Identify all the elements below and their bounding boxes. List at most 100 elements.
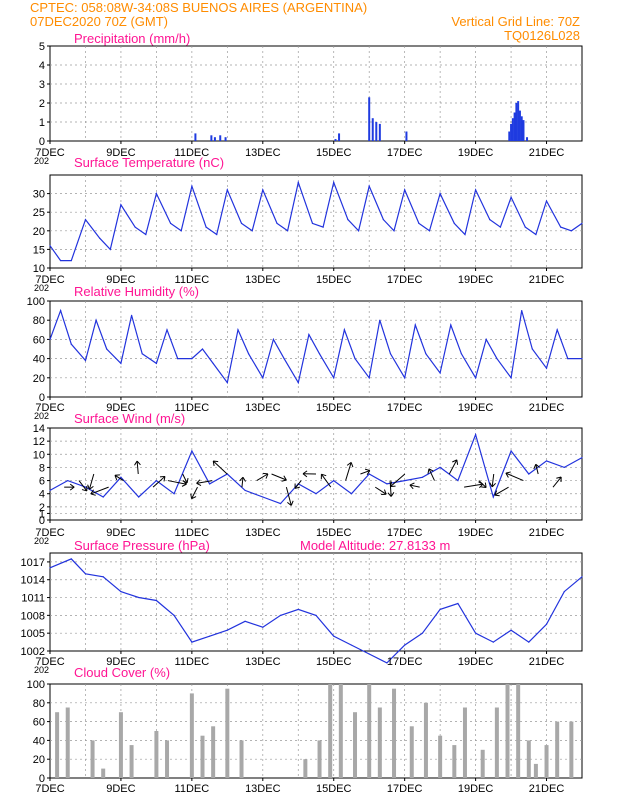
cloud-cover-xtick-label: 21DEC — [529, 783, 565, 795]
humidity-point — [106, 348, 108, 350]
cloud-cover-bar — [569, 721, 574, 778]
precipitation-bar — [513, 112, 516, 141]
cloud-cover-bar — [462, 707, 467, 778]
cloud-cover-panel — [47, 683, 583, 781]
temperature-point — [570, 230, 572, 232]
pressure-point — [49, 567, 51, 569]
wind-ytick-label: 10 — [33, 449, 45, 461]
pressure-xtick-label: 21DEC — [529, 656, 565, 668]
humidity-ytick-label: 100 — [27, 296, 45, 308]
temperature-point — [216, 233, 218, 236]
cloud-cover-ytick-label: 20 — [33, 754, 45, 766]
precipitation-bar — [375, 122, 378, 141]
humidity-point — [414, 324, 416, 326]
cloud-cover-bar — [452, 745, 457, 778]
humidity-ytick-label: 20 — [33, 373, 45, 385]
temperature-point — [180, 230, 182, 232]
humidity-point — [130, 314, 133, 316]
humidity-ytick-label: 0 — [39, 392, 45, 404]
wind-ytick-label: 2 — [39, 502, 45, 514]
pressure-ytick-label: 1005 — [21, 628, 45, 640]
precipitation-xtick-label: 19DEC — [458, 147, 494, 159]
precipitation-bar — [511, 118, 514, 141]
precipitation-xtick-label: 17DEC — [387, 147, 423, 159]
temperature-xtick-label: 7DEC — [35, 274, 64, 286]
pressure-point — [528, 641, 530, 643]
cloud-cover-bar — [494, 707, 499, 778]
humidity-point — [308, 334, 310, 336]
temperature-point — [393, 230, 395, 232]
cloud-cover-bar — [544, 745, 549, 778]
precipitation-ytick-label: 2 — [39, 98, 45, 110]
pressure-point — [333, 635, 335, 637]
humidity-point — [49, 338, 51, 340]
cloud-cover-bar — [211, 726, 216, 778]
humidity-point — [212, 362, 214, 364]
humidity-xtick-label: 15DEC — [316, 402, 352, 414]
wind-point — [84, 486, 87, 488]
cloud-cover-xtick-label: 13DEC — [245, 783, 281, 795]
precipitation-bar — [522, 120, 525, 141]
cloud-cover-bar — [438, 735, 443, 778]
pressure-annotation: Model Altitude: 27.8133 m — [300, 538, 450, 553]
pressure-point — [209, 635, 211, 637]
humidity-point — [155, 362, 157, 364]
temperature-point — [489, 219, 491, 221]
wind-point — [528, 473, 530, 475]
temperature-point — [276, 222, 278, 224]
wind-point — [510, 450, 512, 452]
temperature-point — [226, 189, 228, 191]
humidity-point — [521, 310, 523, 312]
wind-point — [386, 483, 388, 485]
precipitation-bar — [224, 137, 227, 141]
humidity-point — [354, 358, 356, 360]
pressure-point — [155, 599, 157, 602]
temperature-ytick-label: 15 — [33, 244, 45, 256]
wind-arrow — [360, 468, 371, 476]
humidity-point — [496, 358, 498, 360]
precipitation-bar — [517, 101, 520, 141]
temperature-point — [453, 222, 455, 224]
wind-xtick-label: 19DEC — [458, 527, 494, 539]
cloud-cover-bar — [317, 740, 322, 778]
humidity-point — [166, 329, 168, 331]
pressure-point — [439, 608, 441, 611]
humidity-point — [70, 343, 72, 345]
header-run-time: 07DEC2020 70Z (GMT) — [30, 14, 168, 29]
pressure-point — [386, 662, 388, 664]
wind-arrow — [494, 486, 509, 497]
cloud-cover-xtick-label: 9DEC — [106, 783, 135, 795]
cloud-cover-bar — [101, 768, 106, 778]
temperature-ytick-label: 10 — [33, 263, 45, 275]
wind-frame — [49, 427, 583, 521]
temperature-point — [155, 193, 157, 195]
cloud-cover-ytick-label: 80 — [33, 698, 45, 710]
pressure-ytick-label: 1017 — [21, 557, 45, 569]
wind-arrow — [387, 480, 395, 497]
precipitation-bar — [338, 133, 341, 141]
temperature-point — [99, 237, 101, 239]
wind-arrow — [212, 460, 228, 475]
pressure-xtick-label: 17DEC — [387, 656, 423, 668]
humidity-point — [318, 353, 321, 355]
temperature-point — [262, 189, 264, 191]
humidity-point — [248, 353, 250, 355]
cloud-cover-bar — [353, 712, 358, 778]
wind-arrow — [409, 482, 420, 490]
cloud-cover-bar — [303, 759, 308, 778]
temperature-point — [333, 181, 335, 184]
temperature-point — [70, 259, 72, 262]
precipitation-bar — [518, 110, 521, 141]
wind-point — [102, 496, 104, 498]
wind-arrow — [390, 473, 406, 487]
precipitation-ytick-label: 5 — [39, 41, 45, 53]
cloud-cover-bar — [154, 731, 159, 778]
humidity-panel — [47, 300, 583, 400]
pressure-frame — [49, 552, 583, 652]
humidity-point — [141, 353, 143, 355]
wind-arrow — [78, 480, 88, 492]
humidity-point — [485, 338, 487, 340]
pressure-point — [70, 558, 72, 560]
pressure-point — [120, 591, 122, 593]
